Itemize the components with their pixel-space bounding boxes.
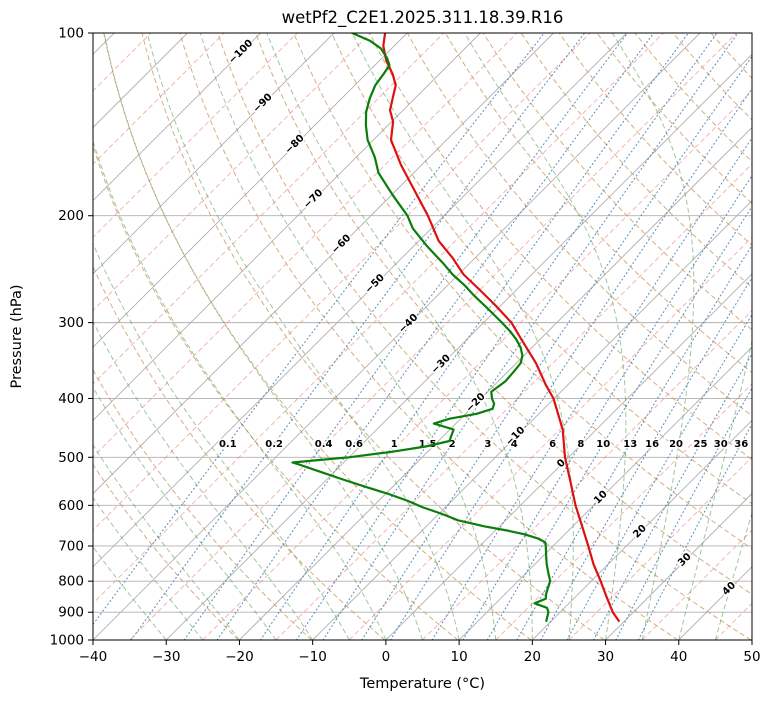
mixing-ratio-lines xyxy=(93,33,752,640)
inline-line-label: 3 xyxy=(484,439,491,450)
y-tick-label: 600 xyxy=(58,498,84,514)
x-tick-label: 40 xyxy=(670,649,687,665)
minor-isotherms xyxy=(93,33,752,640)
inline-line-label: 0.1 xyxy=(219,439,237,450)
mixing-ratio-labels: 0.1 0.2 0.4 0.6 1 1.5 2 3 4 6 8 10 13 16 20 25 30 36 xyxy=(217,437,749,451)
x-tick-label: −30 xyxy=(152,649,181,665)
sounding-traces xyxy=(291,33,620,622)
chart-title: wetPf2_C2E1.2025.311.18.39.R16 xyxy=(282,8,564,28)
x-tick-label: −20 xyxy=(225,649,254,665)
inline-line-label: 30 xyxy=(714,439,728,450)
x-tick-label: −40 xyxy=(79,649,108,665)
inline-line-label: 8 xyxy=(577,439,584,450)
inline-line-label: 0.2 xyxy=(265,439,283,450)
inline-line-label: 2 xyxy=(449,439,456,450)
isotherm-grid xyxy=(93,33,752,640)
x-tick-label: 30 xyxy=(597,649,614,665)
inline-line-label: 0.4 xyxy=(315,439,333,450)
y-tick-label: 500 xyxy=(58,450,84,466)
inline-line-label: −100 xyxy=(227,38,255,66)
y-tick-label: 800 xyxy=(58,574,84,590)
y-tick-label: 400 xyxy=(58,391,84,407)
inline-line-label: 13 xyxy=(623,439,637,450)
plot-border xyxy=(92,32,753,641)
inline-line-label: 4 xyxy=(511,439,518,450)
y-tick-label: 700 xyxy=(58,538,84,554)
x-tick-label: 50 xyxy=(743,649,760,665)
moist-adiabats xyxy=(93,33,752,640)
temperature-trace xyxy=(382,33,620,622)
dry-adiabats xyxy=(93,33,752,640)
y-tick-label: 900 xyxy=(58,605,84,621)
x-axis-ticks: −40 −30 −20 −10 0 10 20 30 40 50 xyxy=(79,640,761,665)
x-tick-label: 10 xyxy=(451,649,468,665)
y-axis-ticks: 100 200 300 400 500 600 700 800 900 1000 xyxy=(50,26,93,649)
y-axis-title: Pressure (hPa) xyxy=(9,284,25,388)
x-axis-title: Temperature (°C) xyxy=(359,676,485,692)
inline-line-label: 1 xyxy=(391,439,398,450)
inline-line-label: 10 xyxy=(596,439,610,450)
inline-line-label: 0.6 xyxy=(345,439,363,450)
inline-line-label: 16 xyxy=(645,439,659,450)
inline-line-label: 20 xyxy=(669,439,683,450)
dewpoint-trace xyxy=(291,33,552,622)
x-tick-label: 20 xyxy=(524,649,541,665)
inline-line-label: 6 xyxy=(549,439,556,450)
x-tick-label: 0 xyxy=(382,649,391,665)
inline-line-label: 25 xyxy=(693,439,707,450)
y-tick-label: 300 xyxy=(58,315,84,331)
y-tick-label: 100 xyxy=(58,26,84,42)
inline-line-label: 36 xyxy=(734,439,748,450)
y-tick-label: 1000 xyxy=(50,633,84,649)
isobar-grid xyxy=(93,33,752,640)
x-tick-label: −10 xyxy=(298,649,327,665)
y-tick-label: 200 xyxy=(58,208,84,224)
